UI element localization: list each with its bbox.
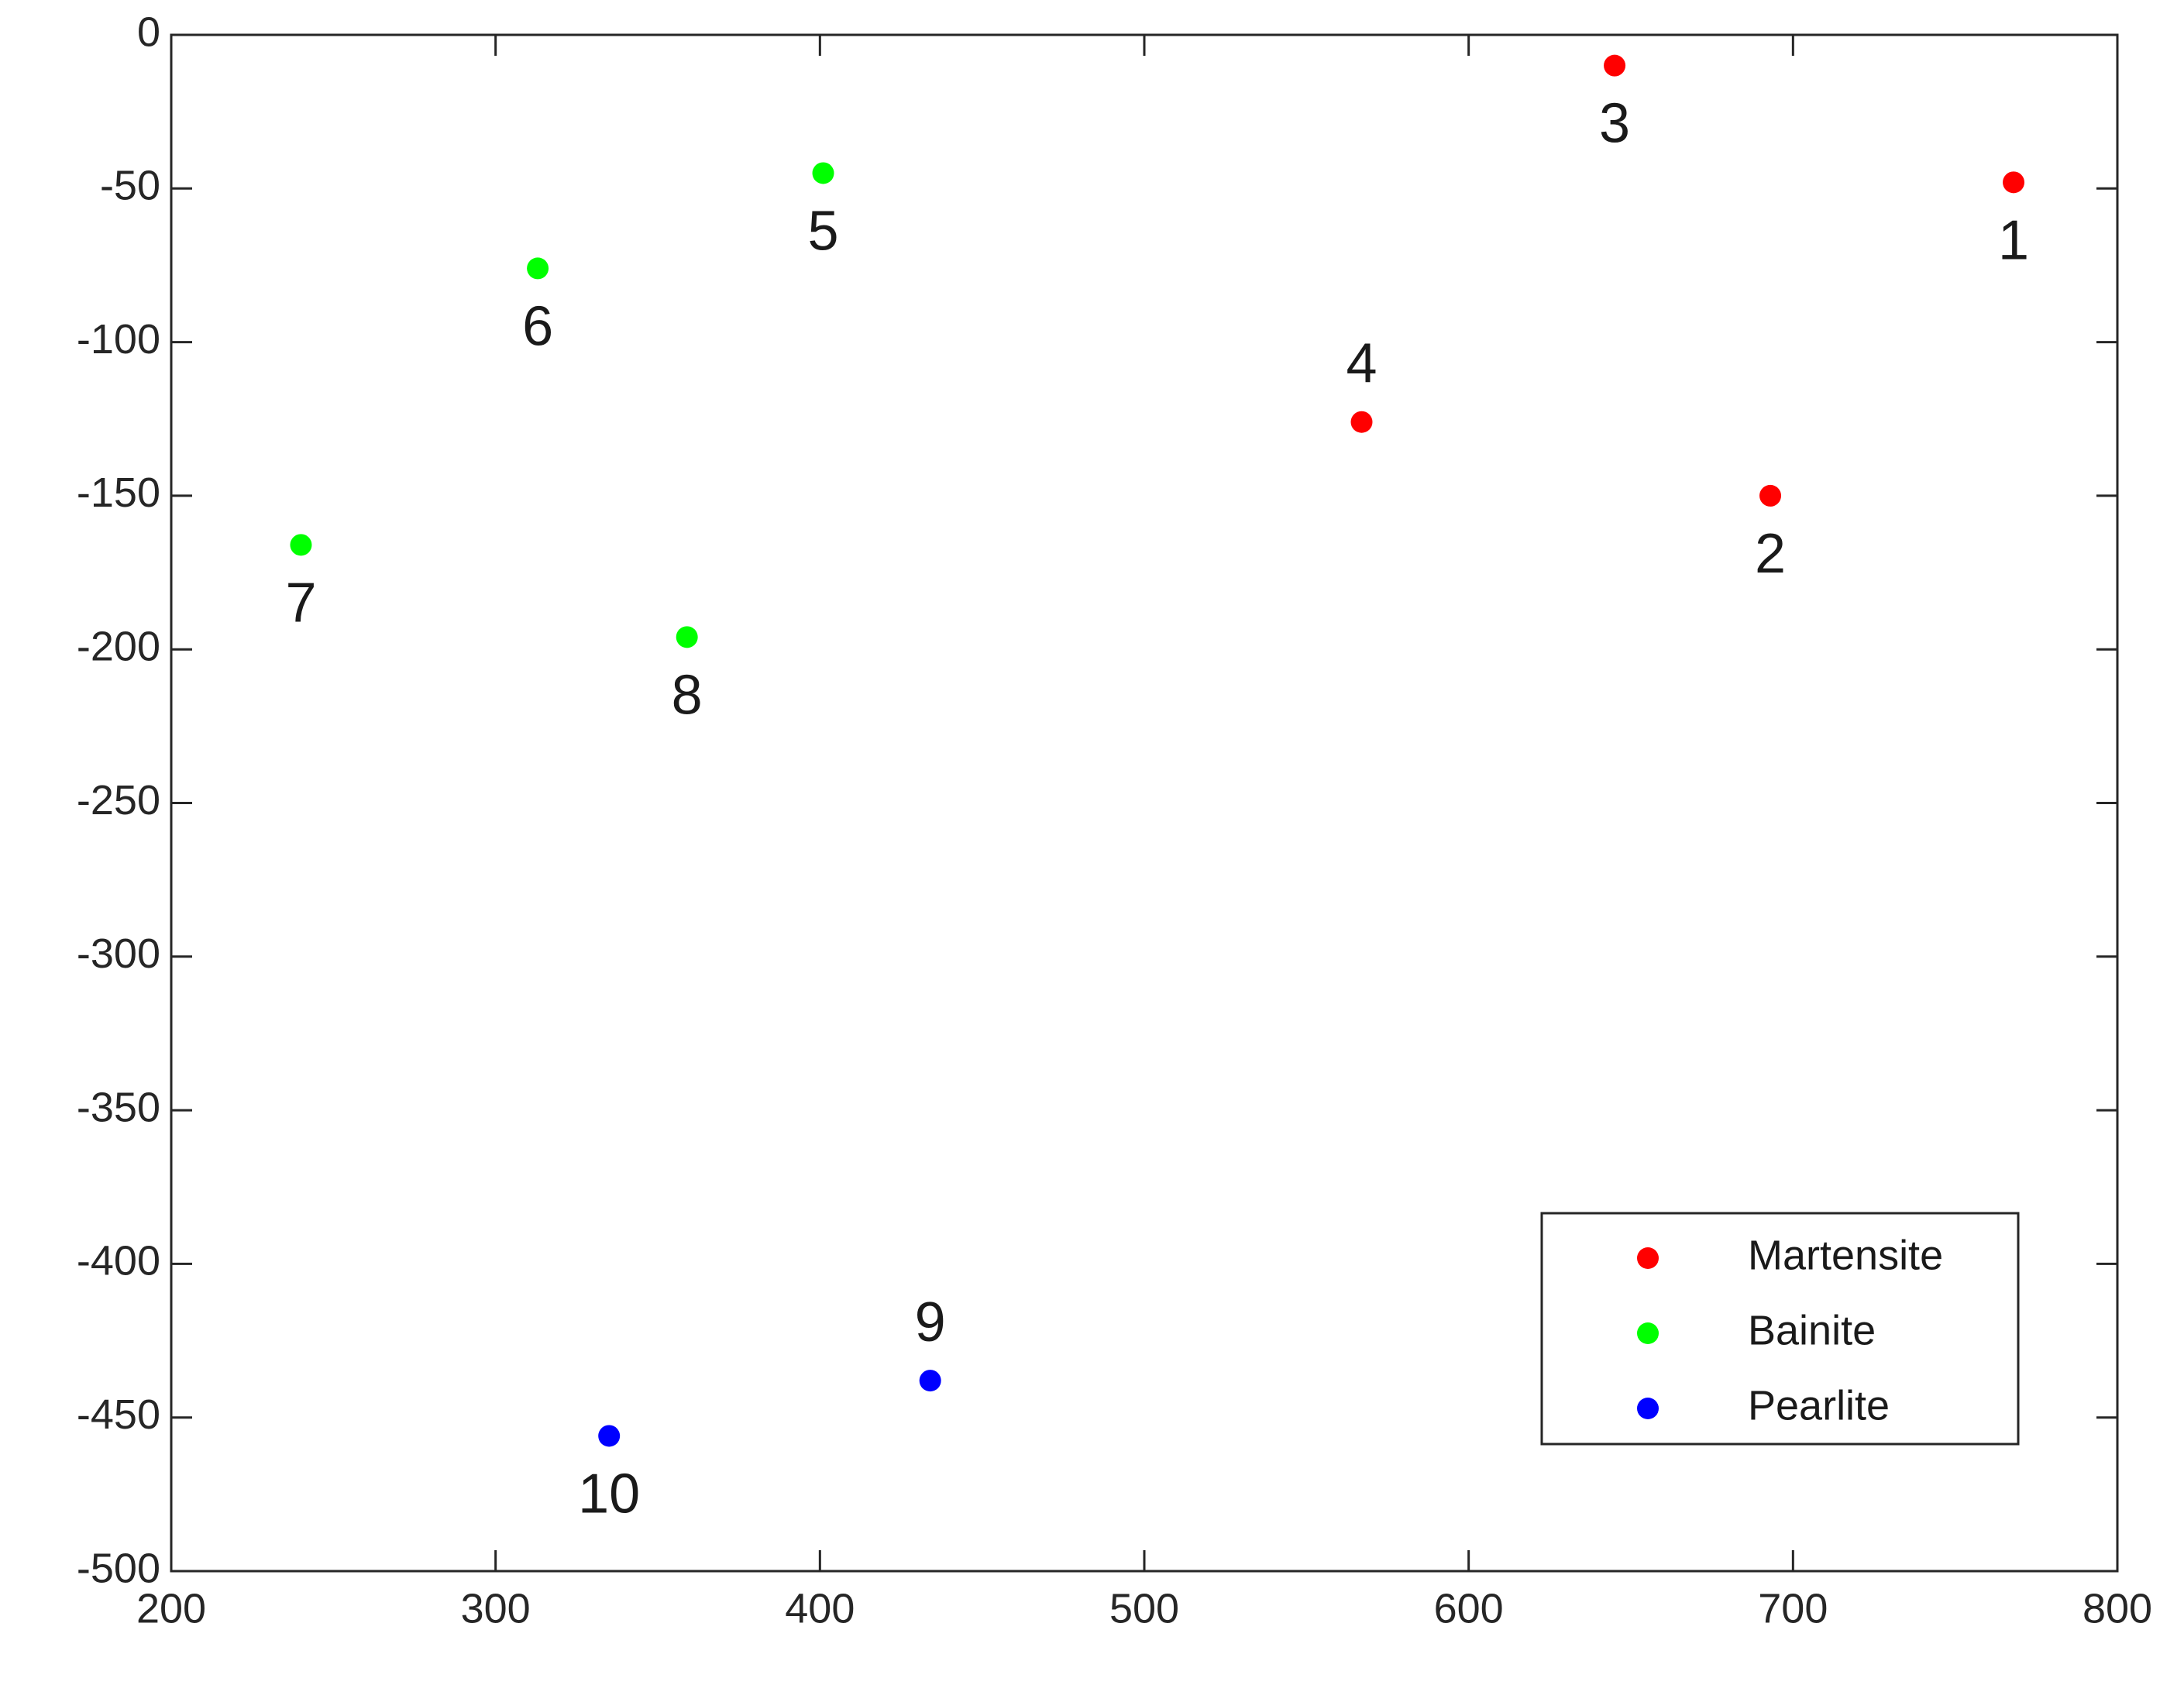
x-tick-label: 500: [1109, 1585, 1179, 1632]
point: [1604, 54, 1626, 77]
legend-label: Bainite: [1748, 1307, 1876, 1353]
y-tick-label: -100: [77, 316, 160, 363]
y-tick-label: -50: [100, 163, 160, 209]
x-tick-label: 300: [461, 1585, 531, 1632]
legend-box: [1540, 1212, 2020, 1446]
point-label: 9: [915, 1291, 946, 1353]
legend-marker: [1637, 1322, 1659, 1344]
y-tick-label: -450: [77, 1391, 160, 1438]
x-tick-label: 700: [1758, 1585, 1828, 1632]
point-label: 1: [1998, 209, 2029, 271]
point: [676, 626, 698, 648]
point-label: 5: [807, 200, 838, 262]
x-tick-label: 200: [136, 1585, 206, 1632]
point: [527, 257, 549, 280]
legend: Martensite Bainite Pearlite: [1540, 1212, 2020, 1446]
y-tick-label: -400: [77, 1238, 160, 1284]
point-label: 3: [1599, 93, 1630, 155]
legend-label: Pearlite: [1748, 1382, 1890, 1429]
x-tick-label: 800: [2083, 1585, 2152, 1632]
x-tick-label: 600: [1434, 1585, 1504, 1632]
point-label: 8: [672, 664, 703, 726]
point: [2003, 171, 2025, 194]
y-tick-label: -500: [77, 1545, 160, 1591]
point: [1350, 411, 1373, 433]
y-tick-label: -150: [77, 469, 160, 516]
point-label: 10: [578, 1463, 640, 1525]
legend-marker: [1637, 1398, 1659, 1419]
point: [1759, 484, 1782, 507]
point-label: 2: [1755, 523, 1786, 585]
y-tick-label: -350: [77, 1084, 160, 1130]
point: [598, 1425, 621, 1447]
y-tick-label: -250: [77, 777, 160, 824]
point-label: 7: [285, 572, 316, 634]
point-label: 4: [1346, 333, 1377, 395]
legend-marker: [1637, 1247, 1659, 1269]
x-tick-label: 400: [785, 1585, 855, 1632]
point: [919, 1370, 941, 1392]
legend-label: Martensite: [1748, 1232, 1943, 1278]
plot-frame: [170, 33, 2119, 1573]
point: [812, 162, 834, 184]
y-tick-label: 0: [137, 9, 160, 55]
point: [290, 534, 312, 556]
point-label: 6: [522, 295, 553, 357]
y-tick-label: -300: [77, 930, 160, 977]
y-tick-label: -200: [77, 623, 160, 669]
